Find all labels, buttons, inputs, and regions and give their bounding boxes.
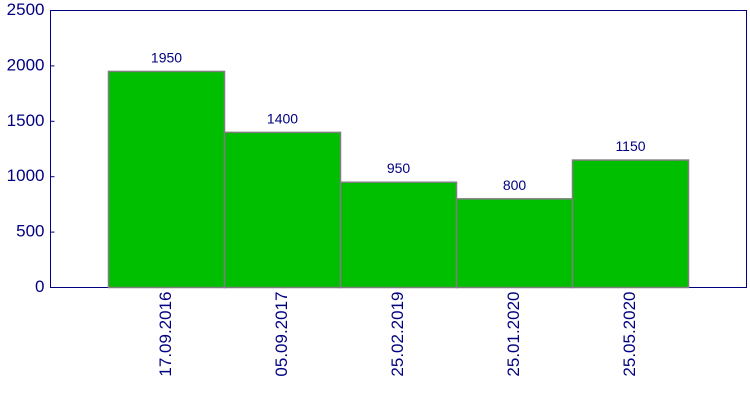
- y-tick-label: 1000: [7, 166, 45, 185]
- value-label: 800: [503, 177, 527, 193]
- x-tick-label: 25.02.2019: [388, 292, 407, 377]
- bar: [455, 198, 574, 289]
- value-label: 1950: [151, 49, 182, 65]
- y-tick-label: 2500: [7, 0, 45, 19]
- value-label: 1150: [615, 138, 645, 154]
- x-tick-label: 05.09.2017: [272, 292, 291, 377]
- x-tick-label: 17.09.2016: [156, 292, 175, 377]
- bar: [107, 70, 226, 289]
- y-tick-label: 0: [35, 277, 44, 296]
- bar: [223, 131, 342, 289]
- value-label: 950: [387, 160, 411, 176]
- x-tick-label: 25.01.2020: [504, 292, 523, 377]
- bar: [571, 159, 690, 289]
- bar: [339, 181, 458, 289]
- y-tick-label: 2000: [7, 55, 45, 74]
- x-tick-label: 25.05.2020: [620, 292, 639, 377]
- y-tick-label: 1500: [7, 111, 45, 130]
- value-label: 1400: [267, 110, 298, 126]
- y-tick-label: 500: [16, 222, 44, 241]
